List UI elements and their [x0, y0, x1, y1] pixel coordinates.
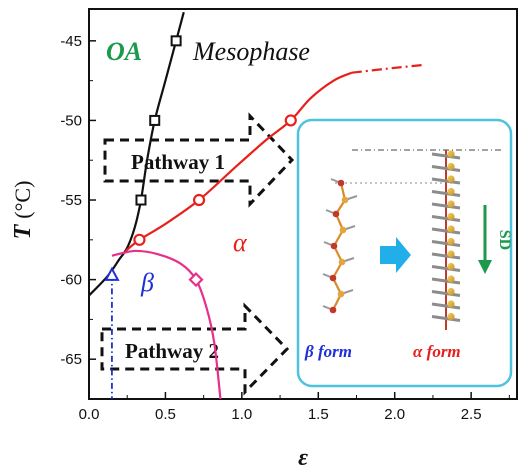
y-axis-title-unit: (°C): [10, 181, 35, 219]
pathway-2-label: Pathway 2: [125, 339, 219, 363]
alpha-atom: [447, 212, 455, 221]
x-tick-label: 2.0: [384, 406, 405, 423]
alpha-sidegroup: [431, 152, 461, 160]
beta-atom: [337, 290, 345, 298]
beta-form-molecule: [322, 178, 358, 314]
beta-atom: [339, 226, 347, 234]
alpha-atom: [447, 312, 455, 321]
alpha-atom: [447, 162, 455, 171]
alpha-sidegroup: [431, 277, 461, 285]
alpha-sidegroup: [431, 202, 461, 210]
series-0-point: [135, 194, 147, 206]
beta-atom: [329, 306, 337, 314]
inset-panel: SD β form α form: [296, 118, 513, 388]
axis-tick-labels: 0.0 0.5 1.0 1.5 2.0 2.5 -45 -50 -55 -60 -65: [60, 33, 481, 423]
x-tick-label: 1.5: [308, 406, 329, 423]
alpha-sidegroup: [431, 302, 461, 310]
alpha-atom: [447, 275, 455, 283]
series-3-point: [104, 266, 120, 281]
beta-atom: [338, 258, 346, 266]
alpha-atom: [447, 237, 455, 246]
alpha-atom: [447, 300, 455, 308]
x-tick-label: 2.5: [461, 406, 482, 423]
x-tick-label: 1.0: [231, 406, 252, 423]
alpha-sidegroup: [431, 265, 461, 272]
beta-atom: [337, 179, 345, 187]
axis-ticks: [88, 40, 510, 399]
sd-label: SD: [496, 230, 513, 250]
pathway-1-arrow: Pathway 1: [103, 112, 295, 208]
alpha-sidegroup: [431, 227, 461, 235]
beta-region-label: β: [140, 268, 154, 297]
alpha-sidegroup: [431, 252, 461, 260]
mesophase-region-label: Mesophase: [192, 37, 310, 66]
series-2-curve: [111, 249, 222, 399]
y-tick-label: -55: [60, 192, 82, 209]
y-tick-label: -60: [60, 272, 82, 289]
x-tick-label: 0.5: [155, 406, 176, 423]
alpha-atom: [447, 287, 455, 296]
y-tick-label: -50: [60, 112, 82, 129]
alpha-sidegroup: [431, 290, 461, 297]
series-2-point: [188, 272, 204, 288]
transform-arrow-icon: [380, 237, 411, 273]
pathway-2-arrow: Pathway 2: [100, 302, 290, 396]
alpha-form-label: α form: [413, 342, 461, 361]
series-1-point: [133, 233, 146, 246]
alpha-atom: [447, 150, 455, 158]
series-1-curve: [124, 71, 353, 252]
alpha-atom: [447, 200, 455, 208]
series-0-point: [149, 114, 161, 126]
alpha-atom: [447, 250, 455, 258]
series-layer: [89, 11, 426, 399]
alpha-sidegroup: [431, 190, 461, 197]
plot-frame: [88, 8, 518, 400]
x-tick-label: 0.0: [79, 406, 100, 423]
series-1-extension: [351, 63, 426, 74]
beta-atom: [329, 274, 337, 282]
alpha-form-molecule: [431, 150, 461, 330]
alpha-atom: [447, 187, 455, 196]
sd-arrow-icon: [478, 260, 492, 274]
series-0-point: [170, 35, 182, 47]
y-tick-label: -65: [60, 351, 82, 368]
beta-form-label: β form: [304, 342, 352, 361]
alpha-sidegroup: [431, 165, 461, 172]
y-axis-title-symbol: T: [10, 223, 36, 239]
alpha-sidegroup: [431, 215, 461, 222]
x-axis-title: ε: [298, 445, 308, 471]
y-tick-label: -45: [60, 33, 82, 50]
beta-atom: [341, 196, 349, 204]
svg-text:T(°C): T (°C): [10, 181, 36, 240]
beta-atom: [330, 242, 338, 250]
beta-atom: [332, 210, 340, 218]
alpha-sidegroup: [431, 315, 461, 322]
oa-region-label: OA: [106, 37, 142, 66]
alpha-sidegroup: [431, 177, 461, 185]
alpha-atom: [447, 262, 455, 271]
series-1-point: [284, 114, 297, 127]
alpha-atom: [447, 225, 455, 233]
y-axis-title: T (°C): [10, 181, 36, 240]
series-1-point: [192, 193, 206, 207]
alpha-region-label: α: [233, 228, 248, 257]
alpha-atom: [447, 175, 455, 183]
alpha-sidegroup: [431, 240, 461, 247]
